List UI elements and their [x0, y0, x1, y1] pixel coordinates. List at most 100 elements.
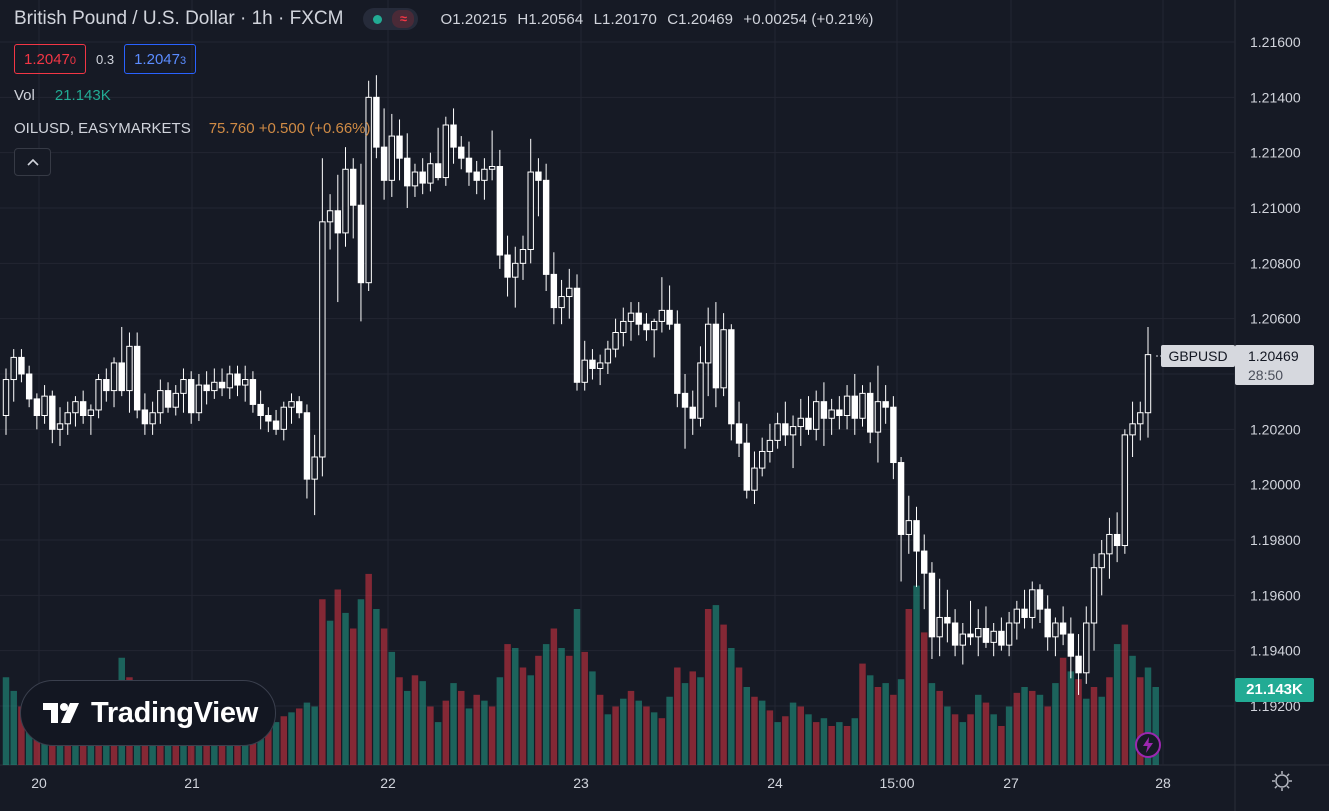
candle-body — [465, 157, 473, 173]
candle-body — [326, 210, 334, 223]
market-status-pill[interactable]: ≈ — [363, 8, 419, 30]
volume-bar — [890, 694, 897, 765]
candle-body — [859, 392, 866, 419]
candle-body — [604, 348, 612, 364]
trade-quote-row: 1.20470 0.3 1.20473 — [14, 44, 197, 74]
change-value: +0.00254 (+0.21%) — [743, 10, 874, 28]
close-value: C1.20469 — [667, 10, 734, 28]
volume-bar — [1098, 696, 1105, 765]
candle-body — [311, 456, 318, 480]
candle-body — [280, 406, 287, 430]
volume-bar — [411, 675, 419, 765]
candle-body — [265, 415, 272, 422]
candle-body — [774, 423, 781, 441]
sell-button[interactable]: 1.20470 — [14, 44, 87, 74]
candle-body — [33, 398, 41, 416]
volume-bar — [581, 651, 588, 765]
candle-body — [164, 390, 172, 408]
volume-bar — [951, 714, 959, 765]
sell-price-pip: 0 — [69, 55, 77, 67]
volume-bar — [535, 655, 542, 765]
price-axis[interactable]: 1.21600 1.21400 1.21200 1.21000 1.20800 1.206… — [1250, 34, 1301, 714]
volume-bar — [1113, 644, 1121, 765]
tradingview-logo[interactable]: TradingView — [20, 680, 276, 746]
candle-body — [843, 395, 851, 416]
volume-bar — [1137, 677, 1144, 765]
price-tick-label: 1.21200 — [1250, 145, 1301, 161]
volume-bar — [450, 683, 457, 765]
price-tick-label: 1.19800 — [1250, 532, 1301, 548]
volume-bar — [434, 722, 442, 765]
candle-body — [49, 395, 56, 430]
price-tick-label: 1.19200 — [1250, 698, 1301, 714]
candle-body — [427, 163, 434, 184]
candle-body — [1083, 622, 1090, 674]
buy-button[interactable]: 1.20473 — [124, 44, 197, 74]
volume-bar — [1013, 692, 1021, 765]
time-axis[interactable]: 20 21 22 23 24 15:00 27 28 — [31, 775, 1171, 791]
settings-gear-icon[interactable] — [1271, 770, 1293, 792]
candle-body — [805, 417, 812, 430]
volume-bar — [1067, 671, 1075, 765]
volume-bar — [604, 714, 612, 765]
volume-bar — [311, 706, 318, 765]
volume-bar — [998, 726, 1005, 765]
volume-bar — [674, 667, 681, 765]
volume-bar — [488, 706, 496, 765]
candle-body — [566, 287, 573, 298]
candle-body — [141, 409, 149, 425]
candle-body — [789, 426, 797, 436]
candle-body — [419, 171, 426, 184]
spread-value: 0.3 — [96, 51, 115, 67]
volume-bar — [982, 702, 990, 765]
candle-body — [643, 323, 650, 331]
candle-body — [1052, 622, 1059, 638]
candle-body — [1090, 567, 1098, 624]
volume-bar — [828, 726, 835, 765]
candle-body — [342, 168, 349, 234]
candle-body — [95, 379, 102, 411]
volume-bar — [851, 718, 859, 765]
volume-bar — [936, 690, 943, 765]
volume-bar — [635, 700, 642, 765]
volume-bar — [859, 663, 866, 765]
volume-bar — [388, 651, 396, 765]
volume-bar — [882, 683, 889, 765]
candle-body — [596, 362, 604, 369]
volume-bar — [820, 718, 828, 765]
price-tick-label: 1.20200 — [1250, 421, 1301, 437]
collapse-legend-button[interactable] — [14, 148, 51, 176]
candle-body — [488, 166, 496, 170]
volume-bar — [1121, 624, 1129, 765]
candle-body — [867, 392, 874, 433]
symbol-title[interactable]: British Pound / U.S. Dollar · 1h · FXCM — [14, 8, 344, 29]
candle-body — [589, 359, 596, 369]
candle-body — [458, 146, 465, 159]
data-problem-wave-icon[interactable]: ≈ — [392, 10, 415, 28]
volume-bar — [789, 702, 797, 765]
volume-bar — [967, 714, 974, 765]
volume-bar — [720, 624, 727, 765]
lightning-icon[interactable] — [1134, 731, 1162, 759]
volume-bar — [959, 722, 967, 765]
volume-bar — [735, 667, 743, 765]
candle-body — [712, 323, 720, 389]
volume-bar — [342, 612, 349, 765]
candle-body — [697, 362, 704, 419]
volume-bar — [766, 710, 774, 765]
volume-bar — [627, 690, 635, 765]
candle-body — [319, 221, 326, 458]
candle-body — [519, 249, 527, 264]
candle-body — [913, 520, 920, 552]
candle-body — [411, 171, 419, 187]
candle-body — [751, 467, 758, 491]
price-tick-label: 1.20000 — [1250, 477, 1301, 493]
volume-legend[interactable]: Vol 21.143K — [14, 87, 111, 104]
volume-bar — [519, 667, 527, 765]
overlay-legend[interactable]: OILUSD, EASYMARKETS 75.760 +0.500 (+0.66… — [14, 120, 371, 137]
price-tick-label: 1.21000 — [1250, 200, 1301, 216]
volume-bar — [10, 690, 17, 765]
candle-body — [157, 390, 164, 414]
candle-body — [758, 450, 766, 469]
